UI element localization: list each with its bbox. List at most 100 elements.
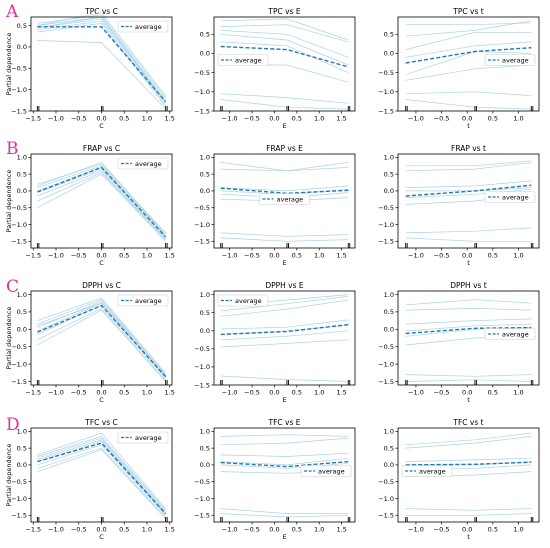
row-letter-a: A xyxy=(6,2,19,22)
axes-frame xyxy=(397,290,540,386)
panel-title: DPPH vs E xyxy=(265,281,304,290)
x-tick-label: 0.0 xyxy=(96,115,106,123)
y-tick-label: 0.0 xyxy=(384,187,394,195)
x-tick-label: 0.0 xyxy=(462,115,472,123)
x-tick-label: −0.5 xyxy=(244,115,260,123)
y-tick-label: 0.5 xyxy=(17,170,27,178)
ice-line xyxy=(220,30,349,58)
x-tick-label: 1.5 xyxy=(336,115,346,123)
x-tick-label: 0.0 xyxy=(269,252,279,260)
panel-0-0: TPC vs C −1.5 −1.0 −0.5 0.0 0.5 1.0 1.5 0.5 0.0 −0… xyxy=(5,7,175,130)
y-tick-label: 0.0 xyxy=(17,326,27,334)
y-tick-label: −1.5 xyxy=(378,512,394,520)
x-tick-label: −1.5 xyxy=(25,252,41,260)
x-tick-label: 0.0 xyxy=(462,389,472,397)
x-tick-label: −0.5 xyxy=(71,252,87,260)
x-tick-label: 1.5 xyxy=(165,389,175,397)
ice-line xyxy=(405,180,532,188)
panel-title: FRAP vs t xyxy=(451,144,486,153)
x-axis-label: C xyxy=(99,396,104,404)
x-tick-label: 0.5 xyxy=(292,526,302,534)
x-tick-label: 1.0 xyxy=(314,252,324,260)
x-tick-label: 0.5 xyxy=(488,252,498,260)
ice-line xyxy=(405,227,532,234)
ice-line xyxy=(405,41,532,58)
x-tick-label: 0.0 xyxy=(269,389,279,397)
y-tick-label: −1.5 xyxy=(194,381,210,389)
y-tick-label: 1.0 xyxy=(384,428,394,436)
y-tick-label: 0.0 xyxy=(17,461,27,469)
ice-line xyxy=(37,437,166,513)
ice-line xyxy=(37,23,166,107)
x-tick-label: −1.0 xyxy=(48,252,64,260)
panel-3-0: TFC vs C −1.5 −1.0 −0.5 0.0 0.5 1.0 1.5 1.0 0.5 0.… xyxy=(5,418,175,541)
legend: average xyxy=(117,157,169,170)
panel-title: TPC vs C xyxy=(84,7,118,16)
y-tick-label: −1.5 xyxy=(11,107,27,115)
ice-line xyxy=(405,237,532,242)
y-tick-label: 0.0 xyxy=(17,187,27,195)
axes-frame xyxy=(213,16,356,112)
axes-frame xyxy=(397,427,540,523)
y-tick-label: 1.0 xyxy=(200,291,210,299)
average-line xyxy=(220,323,349,336)
y-tick-label: 0.0 xyxy=(200,50,210,58)
x-tick-label: 1.0 xyxy=(314,115,324,123)
x-tick-label: 1.0 xyxy=(513,526,523,534)
legend-box xyxy=(259,193,310,205)
ice-line xyxy=(37,163,166,234)
panel-1-0: FRAP vs C −1.5 −1.0 −0.5 0.0 0.5 1.0 1.5 1.0 0.5 0… xyxy=(5,144,175,267)
x-tick-label: −1.0 xyxy=(48,389,64,397)
ice-line xyxy=(405,508,532,511)
ice-line xyxy=(405,379,532,382)
x-tick-label: −0.5 xyxy=(71,115,87,123)
ice-line xyxy=(37,297,166,374)
x-tick-label: 0.0 xyxy=(96,526,106,534)
ice-line xyxy=(405,323,532,332)
x-tick-label: −0.5 xyxy=(71,389,87,397)
y-tick-label: 1.0 xyxy=(17,291,27,299)
y-tick-label: 0.5 xyxy=(384,170,394,178)
ice-line xyxy=(220,330,349,341)
x-tick-label: 1.5 xyxy=(336,389,346,397)
y-tick-label: −1.0 xyxy=(378,360,394,368)
y-tick-label: 1.0 xyxy=(17,154,27,162)
y-tick-label: −1.5 xyxy=(11,378,27,386)
y-tick-label: 0.5 xyxy=(384,31,394,39)
legend-label: average xyxy=(502,330,529,338)
ice-line xyxy=(37,309,166,382)
row-letter-d: D xyxy=(6,415,20,435)
x-tick-label: −1.0 xyxy=(222,389,238,397)
y-tick-label: 0.0 xyxy=(384,461,394,469)
legend: average xyxy=(217,54,269,66)
ice-line xyxy=(220,99,349,110)
y-tick-label: 0.5 xyxy=(200,31,210,39)
x-axis-label: t xyxy=(467,122,470,130)
ice-line xyxy=(405,308,532,311)
x-tick-label: 0.5 xyxy=(488,115,498,123)
axes-frame xyxy=(213,290,356,386)
y-tick-label: −0.5 xyxy=(378,343,394,351)
ice-line xyxy=(220,296,349,312)
legend-label: average xyxy=(235,297,262,305)
ice-line xyxy=(37,170,166,240)
ice-line xyxy=(37,439,166,514)
ice-line xyxy=(37,18,166,103)
x-tick-label: 0.5 xyxy=(119,526,129,534)
x-tick-label: −0.5 xyxy=(434,389,450,397)
y-tick-label: −1.5 xyxy=(11,512,27,520)
panel-title: TFC vs t xyxy=(452,418,483,427)
ice-line xyxy=(220,64,349,83)
x-tick-label: −0.5 xyxy=(244,252,260,260)
y-tick-label: −0.5 xyxy=(194,478,210,486)
x-tick-label: 0.0 xyxy=(462,526,472,534)
x-tick-label: −0.5 xyxy=(71,526,87,534)
average-line xyxy=(405,47,532,64)
y-tick-label: 0.0 xyxy=(200,461,210,469)
ice-line xyxy=(37,172,166,240)
y-tick-label: 0.5 xyxy=(17,308,27,316)
y-tick-label: −0.5 xyxy=(378,478,394,486)
y-tick-label: −1.5 xyxy=(378,107,394,115)
panel-0-2: TPC vs t −1.0 −0.5 0.0 0.5 1.0 0.5 0.0 −0.5 −1.0 −… xyxy=(378,7,540,130)
